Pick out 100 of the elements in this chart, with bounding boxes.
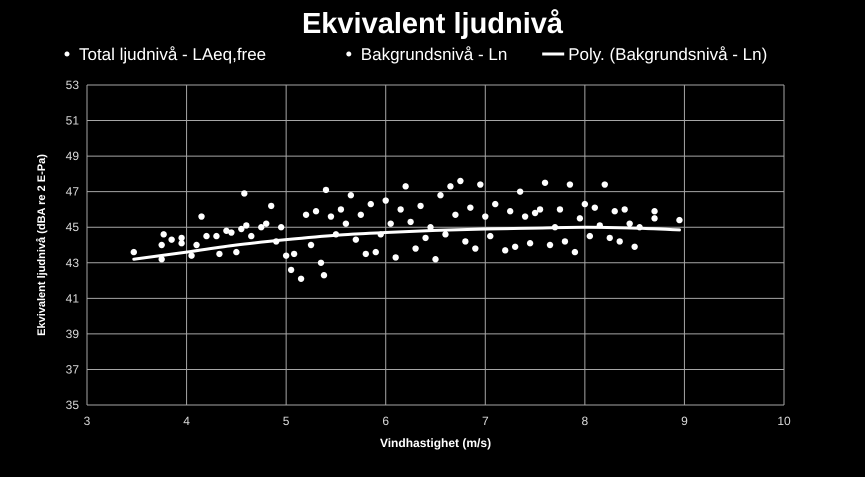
point [298,276,304,282]
point [278,224,284,230]
point [160,231,167,238]
point [462,238,469,245]
point [130,248,137,256]
point [576,215,584,222]
point [248,232,254,240]
point [203,232,210,240]
point [457,178,464,184]
point [676,216,683,224]
point [332,231,340,238]
point [482,213,488,220]
point [422,234,429,242]
point [506,208,514,214]
point [328,213,334,220]
point [263,220,270,227]
point [342,220,350,227]
point [522,213,528,220]
point [188,252,195,259]
point [158,242,165,248]
point [241,190,248,197]
legend-label: Poly. (Bakgrundsnivå - Ln) [568,45,768,64]
point [322,186,330,194]
point [626,220,633,227]
point [417,202,424,210]
point [268,202,274,210]
point [258,224,264,230]
point [243,222,250,229]
point [572,248,578,256]
point [308,242,314,248]
point [427,224,434,230]
point [407,218,414,226]
point [472,245,479,252]
y-tick-label: 45 [66,220,80,234]
point [616,238,623,245]
y-tick-label: 39 [66,326,80,341]
point [228,229,235,236]
y-tick-label: 37 [66,362,80,376]
point [442,231,449,238]
point [288,266,294,274]
chart-title: Ekvivalent ljudnivå [302,8,564,40]
point [158,256,165,262]
point [412,245,419,252]
x-tick-label: 6 [382,414,390,428]
x-axis-title: Vindhastighet (m/s) [380,436,492,450]
y-tick-label: 41 [66,291,80,306]
point [352,236,360,243]
legend-label: Total ljudnivå - LAeq,free [79,45,266,64]
point [582,200,588,208]
point [516,188,524,195]
point [636,224,643,230]
point [492,200,498,208]
point [432,256,439,262]
legend-label: Bakgrundsnivå - Ln [360,45,508,64]
y-tick-label: 53 [66,78,80,92]
point [382,197,389,204]
point [198,213,205,220]
x-tick-label: 9 [681,414,688,428]
point [452,212,459,218]
point [596,222,603,229]
point [233,248,240,256]
point [546,242,554,248]
point [318,260,324,266]
point [312,208,320,214]
point [368,200,374,208]
point [397,206,404,213]
point [602,181,608,188]
point [542,180,548,186]
point [178,240,185,246]
y-tick-label: 43 [66,256,80,270]
point [467,204,474,211]
y-axis-title: Ekvivalent ljudnivå (dBA re 2 E-Pa) [35,154,48,336]
point [223,228,230,234]
point [290,250,298,258]
point [631,244,638,250]
point [556,206,564,213]
x-tick-label: 7 [482,414,489,428]
point [216,250,223,258]
x-tick-label: 10 [777,414,791,428]
point [358,212,364,218]
point [387,220,394,227]
point [566,181,574,188]
point [651,215,658,222]
point [348,192,354,198]
point [193,242,200,248]
point [526,240,534,246]
x-tick-label: 4 [183,414,190,428]
point [536,206,544,213]
point [447,183,454,190]
point [238,226,245,232]
point [502,247,508,254]
point [552,224,558,230]
point [437,192,444,198]
point [651,208,658,214]
point [612,208,618,214]
point [320,272,328,278]
point [392,254,399,261]
x-tick-label: 3 [84,414,91,428]
point [378,231,384,238]
point [178,234,185,242]
